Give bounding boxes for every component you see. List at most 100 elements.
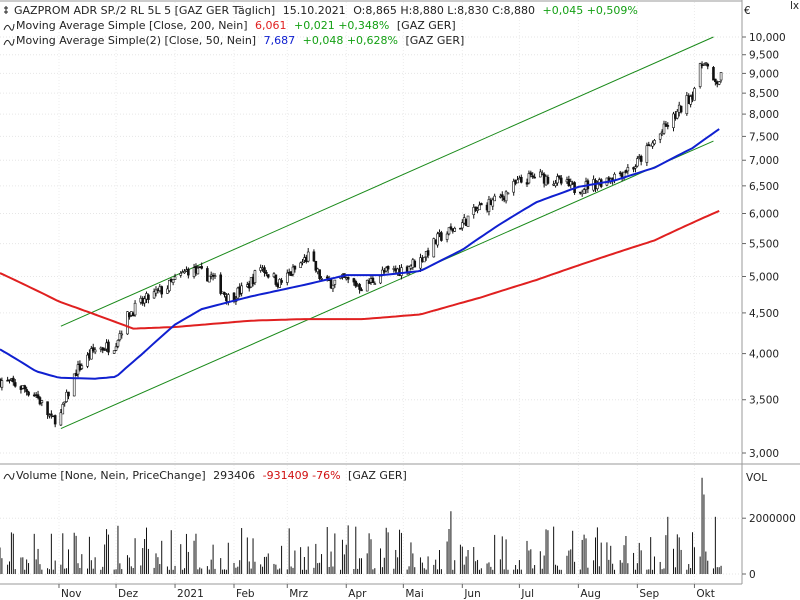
- candle-body: [717, 81, 721, 85]
- candle-body: [634, 166, 637, 169]
- candle-body: [440, 232, 443, 241]
- price-tick-label: 5,000: [749, 271, 779, 283]
- candle-body: [504, 191, 508, 202]
- candle-body: [506, 192, 510, 195]
- price-tick-label: 9,500: [749, 50, 779, 62]
- price-tick-label: 9,000: [749, 68, 779, 80]
- candle-body: [445, 233, 449, 240]
- legend-volume-tag: [GAZ GER]: [348, 469, 407, 482]
- candle-body: [371, 277, 375, 284]
- candle-body: [93, 349, 97, 353]
- time-tick-label: Jun: [463, 588, 480, 600]
- price-tick-label: 8,000: [749, 109, 779, 121]
- candle-body: [386, 266, 390, 270]
- candle-body: [626, 167, 630, 172]
- candle-body: [293, 265, 297, 270]
- candle-body: [645, 145, 649, 163]
- legend-main-change: +0,045 +0,509%: [543, 4, 638, 17]
- volume-legend-icon: [3, 472, 15, 480]
- candle-body: [50, 413, 53, 416]
- candle-body: [531, 175, 535, 178]
- price-candles: [0, 61, 723, 428]
- candle-body: [533, 176, 536, 179]
- candle-body: [383, 270, 386, 273]
- candle-body: [65, 391, 68, 402]
- candle-body: [299, 262, 302, 268]
- candle-body: [466, 215, 470, 227]
- candle-body: [487, 199, 491, 212]
- candle-body: [461, 222, 464, 229]
- time-tick-label: Sep: [639, 588, 659, 600]
- candle-body: [46, 401, 49, 416]
- candle-body: [101, 347, 105, 351]
- candle-legend-icon: [4, 6, 8, 14]
- candle-body: [25, 389, 28, 392]
- candle-body: [453, 228, 457, 232]
- candle-body: [666, 125, 670, 127]
- candle-body: [449, 226, 453, 229]
- candle-body: [426, 250, 430, 256]
- candle-body: [291, 266, 295, 275]
- volume-bars: [0, 477, 722, 574]
- candle-body: [63, 401, 66, 404]
- ma200-legend-icon: [3, 23, 15, 31]
- legend-ma50-tag: [GAZ GER]: [405, 34, 464, 47]
- candle-body: [512, 181, 515, 193]
- candle-body: [8, 379, 11, 382]
- price-grid: [0, 2, 742, 583]
- candle-body: [331, 284, 335, 290]
- candle-body: [559, 177, 563, 184]
- time-tick-label: Nov: [61, 588, 82, 600]
- candle-body: [436, 233, 439, 246]
- candle-body: [61, 404, 65, 415]
- moving-average-lines: [0, 128, 720, 380]
- price-tick-label: 3,500: [749, 395, 779, 407]
- candle-body: [422, 257, 426, 263]
- time-tick-label: Apr: [348, 588, 367, 600]
- candle-body: [407, 266, 411, 274]
- candle-body: [171, 279, 175, 283]
- candle-body: [160, 286, 164, 295]
- candle-body: [40, 400, 44, 403]
- channel-lower-line: [60, 140, 714, 430]
- log-scale-marker: lx: [790, 0, 799, 12]
- candle-body: [373, 283, 377, 285]
- candle-body: [520, 176, 523, 183]
- candle-body: [689, 96, 692, 105]
- candle-body: [48, 414, 51, 417]
- candle-body: [413, 260, 417, 268]
- channel-upper-line: [60, 36, 714, 327]
- legend-main-row: GAZPROM ADR SP./2 RL 5L 5 [GAZ GER Tägli…: [14, 4, 638, 17]
- time-tick-label: Okt: [696, 588, 714, 600]
- candle-body: [480, 203, 483, 206]
- legend-volume-change: -931409 -76%: [263, 469, 341, 482]
- candle-body: [714, 78, 717, 83]
- currency-label: €: [744, 5, 751, 17]
- candle-body: [527, 173, 531, 184]
- candle-body: [263, 267, 266, 273]
- candle-body: [658, 133, 662, 140]
- candle-body: [325, 276, 329, 279]
- candle-body: [166, 288, 169, 294]
- candle-body: [72, 373, 76, 397]
- candle-body: [266, 274, 270, 278]
- ma50-legend-icon: [3, 38, 15, 46]
- price-tick-label: 10,000: [749, 32, 786, 44]
- candle-body: [120, 333, 124, 336]
- candle-body: [213, 275, 217, 277]
- legend-ma200-label: Moving Average Simple [Close, 200, Nein]: [16, 19, 248, 32]
- volume-legend: Volume [None, Nein, PriceChange] 293406 …: [3, 469, 407, 482]
- candle-body: [318, 269, 321, 280]
- candle-body: [187, 268, 190, 276]
- candle-body: [274, 274, 278, 285]
- legend-ma50-value: 7,687: [264, 34, 296, 47]
- candle-body: [712, 67, 715, 81]
- candle-body: [59, 412, 63, 426]
- time-tick-label: Feb: [236, 588, 255, 600]
- candle-body: [653, 140, 656, 145]
- candle-body: [474, 206, 477, 211]
- candle-body: [107, 341, 110, 353]
- candle-body: [306, 251, 310, 262]
- candle-body: [367, 281, 371, 284]
- candle-body: [639, 155, 643, 162]
